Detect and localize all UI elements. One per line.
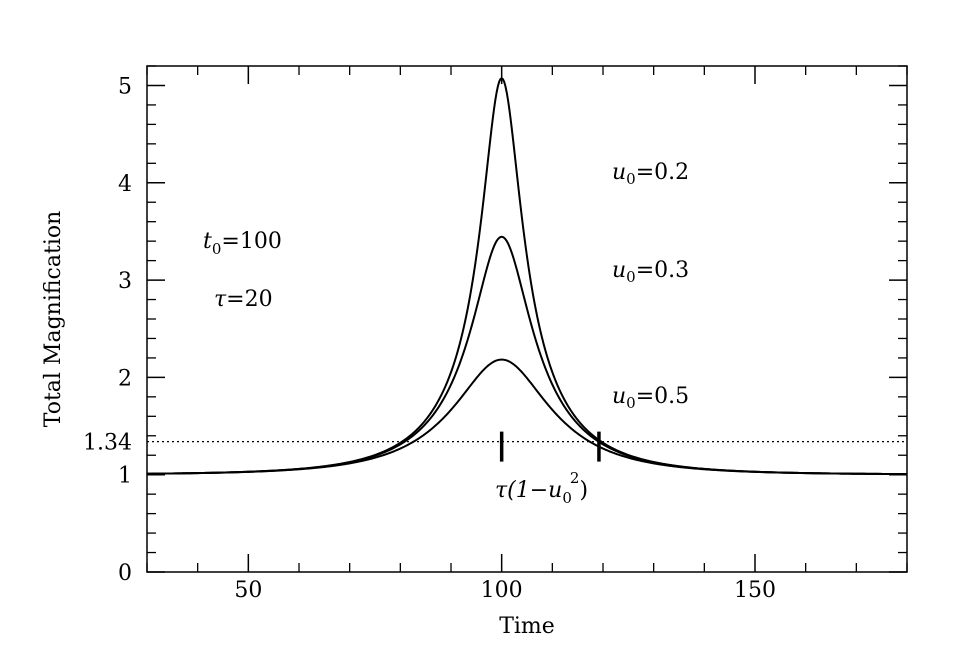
threshold-label: 1.34 [83,431,132,456]
u0-0.2-label: u0=0.2 [612,160,689,188]
y-tick-label: 3 [118,269,132,294]
x-tick-label: 50 [234,578,262,603]
curves [146,76,908,476]
t0-annotation: t0=100 [203,229,282,258]
curve-u0=0.5 [146,358,907,476]
x-tick-label: 100 [481,578,523,603]
y-tick-label: 5 [118,74,132,99]
x-axis-title: Time [499,614,555,639]
y-axis-title: Total Magnification [41,211,66,428]
curve-u0=0.3 [146,235,907,476]
x-tick-label: 150 [734,578,776,603]
u0-0.5-label: u0=0.5 [612,384,689,412]
threshold-markers [499,431,601,462]
y-tick-label: 0 [118,561,132,586]
minor-ticks [146,65,908,572]
plot-frame [146,65,908,573]
y-tick-labels: 0 1 2 3 4 5 [118,74,132,586]
y-tick-label: 1 [118,464,132,489]
crossing-width-label: τ(1−u02) [495,469,588,507]
y-tick-label: 4 [118,172,132,197]
u0-0.3-label: u0=0.3 [612,258,689,286]
curve-u0=0.2 [146,76,908,476]
x-tick-labels: 50 100 150 [234,578,776,603]
y-tick-label: 2 [118,366,132,391]
tau-annotation: τ=20 [214,287,273,312]
